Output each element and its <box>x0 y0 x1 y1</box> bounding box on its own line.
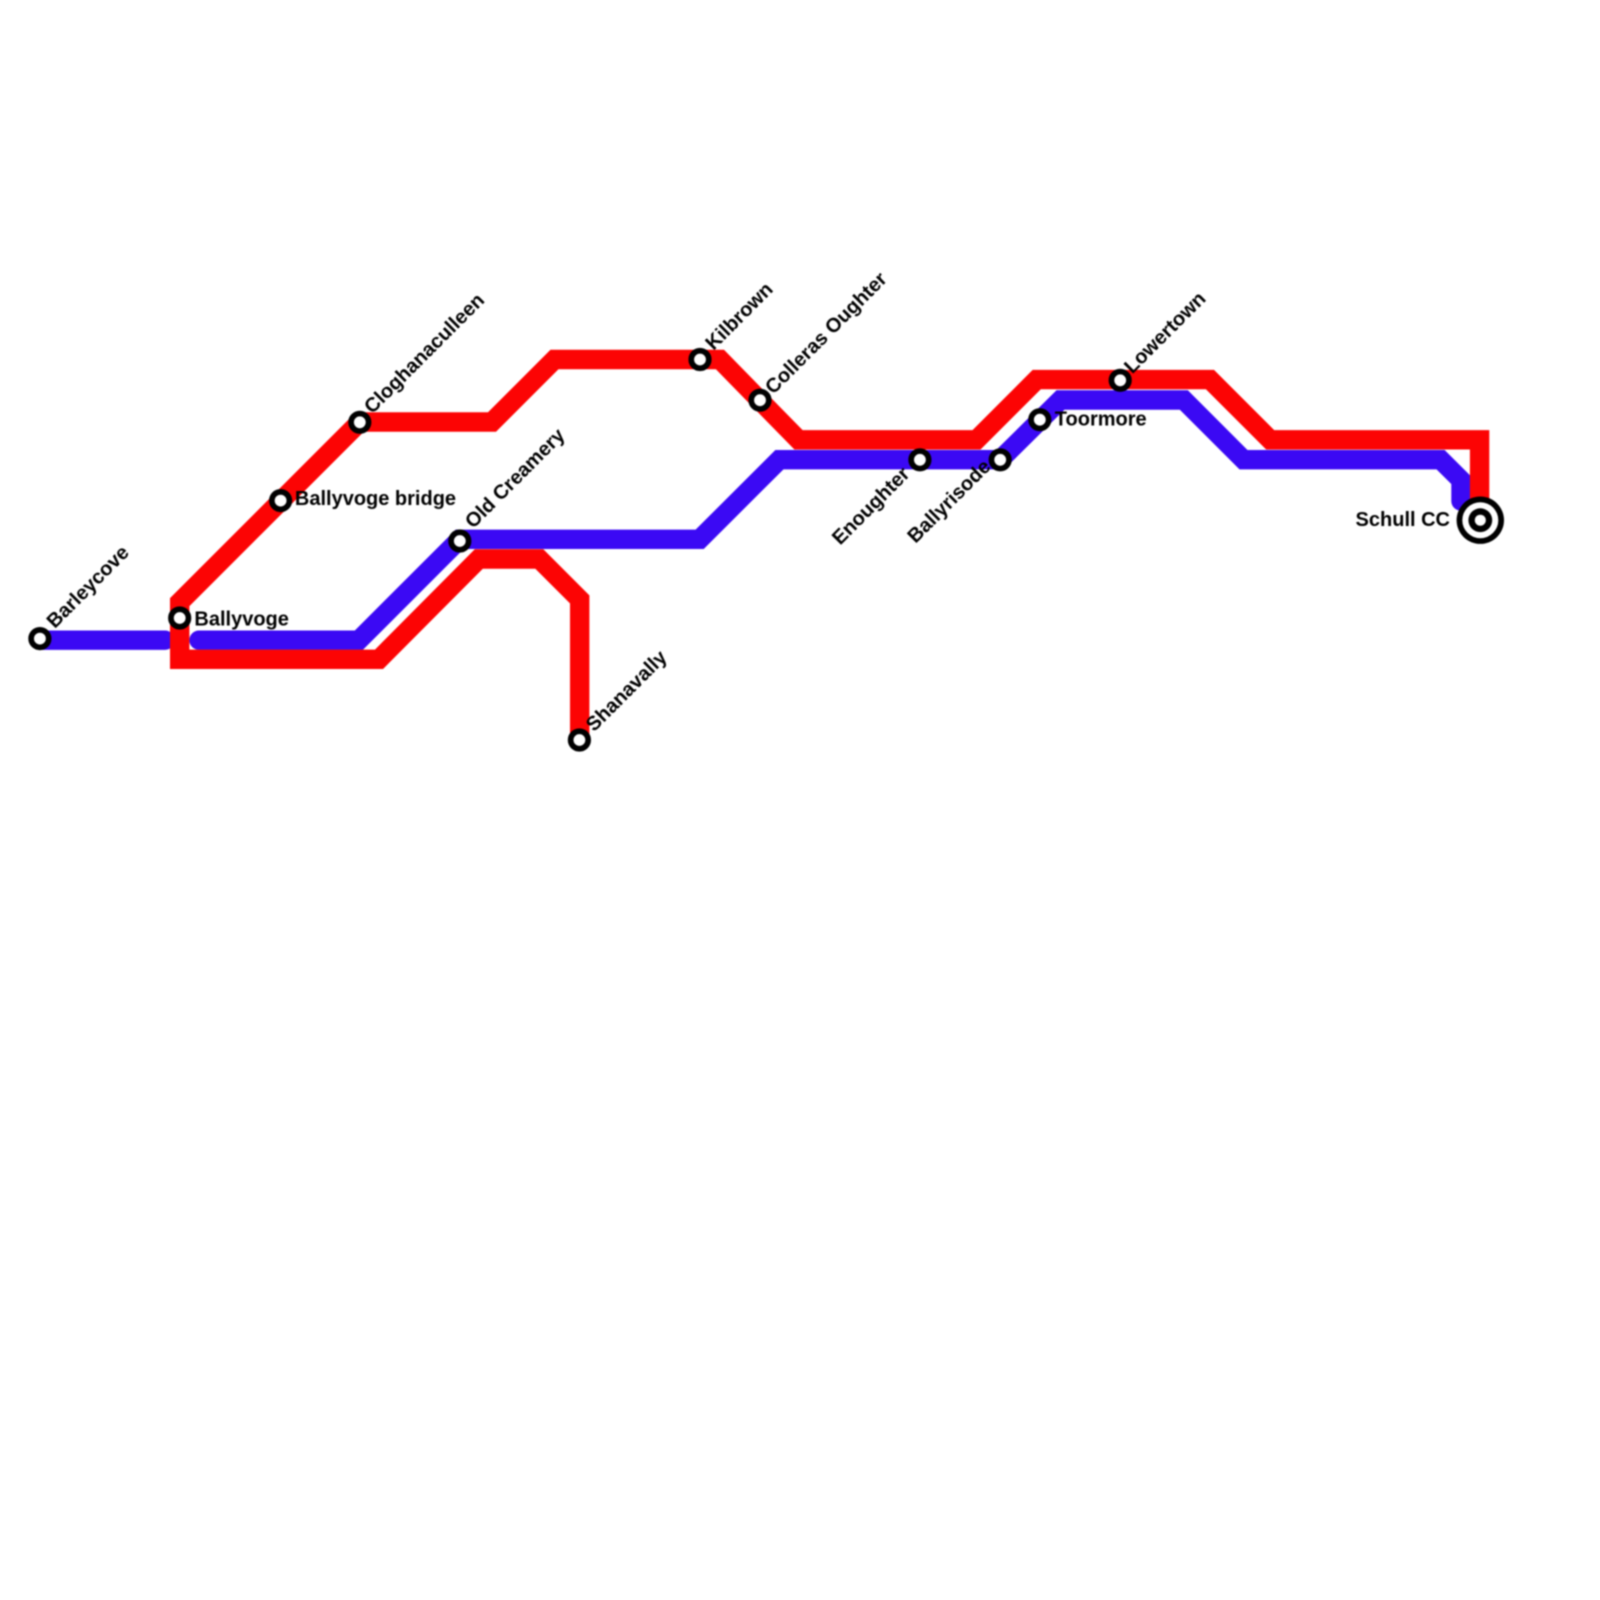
svg-text:Toormore: Toormore <box>1055 409 1147 431</box>
svg-text:Ballyvoge bridge: Ballyvoge bridge <box>295 488 456 510</box>
svg-text:Ballyvoge: Ballyvoge <box>194 609 288 631</box>
svg-text:Schull CC: Schull CC <box>1356 509 1450 531</box>
